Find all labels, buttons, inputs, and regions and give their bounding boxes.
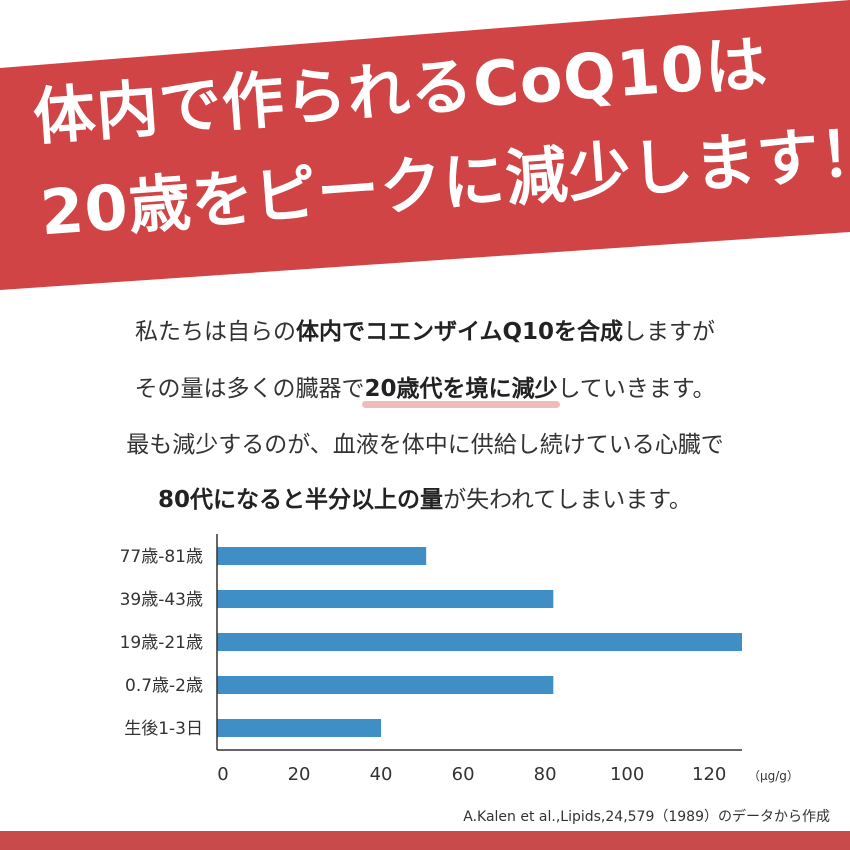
bar bbox=[217, 590, 554, 608]
x-tick-label: 100 bbox=[610, 764, 644, 785]
x-unit-label: （μg/g） bbox=[748, 769, 799, 783]
body-line-2-post: していきます。 bbox=[557, 376, 716, 402]
x-tick-label: 80 bbox=[534, 764, 557, 785]
body-line-4: 80代になると半分以上の量が失われてしまいます。 bbox=[0, 480, 850, 514]
body-line-1-post: しますが bbox=[623, 319, 716, 345]
bar bbox=[217, 547, 427, 565]
x-tick-label: 120 bbox=[692, 764, 726, 785]
body-line-3-text: 最も減少するのが、血液を体中に供給し続けている心臓で bbox=[126, 432, 724, 458]
body-line-3: 最も減少するのが、血液を体中に供給し続けている心臓で bbox=[0, 425, 850, 459]
banner-background bbox=[0, 0, 850, 290]
x-tick-label: 0 bbox=[217, 764, 228, 785]
category-label: 生後1-3日 bbox=[124, 719, 203, 739]
x-tick-label: 60 bbox=[452, 764, 475, 785]
x-tick-label: 20 bbox=[288, 764, 311, 785]
body-line-2-highlight: 20歳代を境に減少 bbox=[364, 376, 558, 402]
category-label: 0.7歳-2歳 bbox=[125, 676, 203, 696]
bar bbox=[217, 633, 742, 651]
body-line-1-bold: 体内でコエンザイムQ10を合成 bbox=[295, 319, 624, 345]
bar bbox=[217, 719, 382, 737]
body-line-2-pre: その量は多くの臓器で bbox=[134, 376, 365, 402]
category-label: 39歳-43歳 bbox=[120, 590, 203, 610]
body-line-1-pre: 私たちは自らの bbox=[134, 319, 296, 345]
category-label: 77歳-81歳 bbox=[120, 547, 203, 567]
footer-bar bbox=[0, 831, 850, 850]
body-line-2: その量は多くの臓器で20歳代を境に減少していきます。 bbox=[0, 369, 850, 403]
x-tick-label: 40 bbox=[370, 764, 393, 785]
body-line-4-bold: 80代になると半分以上の量 bbox=[158, 487, 444, 513]
category-label: 19歳-21歳 bbox=[120, 633, 203, 653]
body-line-4-post: が失われてしまいます。 bbox=[443, 487, 692, 513]
source-note: A.Kalen et al.,Lipids,24,579（1989）のデータから… bbox=[463, 809, 830, 825]
header-banner: 体内で作られるCoQ10は 20歳をピークに減少します！ bbox=[0, 0, 850, 300]
body-line-1: 私たちは自らの体内でコエンザイムQ10を合成しますが bbox=[0, 312, 850, 346]
bar bbox=[217, 676, 554, 694]
